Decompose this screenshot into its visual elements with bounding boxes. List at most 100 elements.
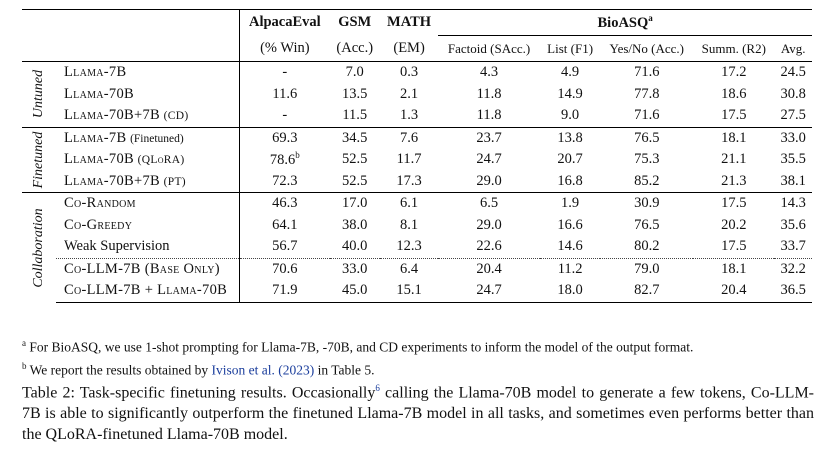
cell-factoid: 11.8 (476, 107, 502, 124)
model-name: Co-LLM-7B + Llama-70B (56, 280, 240, 303)
cell-summ: 21.1 (721, 151, 747, 168)
cell-avg: 32.2 (774, 257, 812, 280)
cell-gsm: 45.0 (329, 280, 380, 303)
model-name: Llama-70B (QLoRA) (56, 149, 240, 171)
cell-alpaca: 46.3 (239, 192, 330, 215)
cell-yesno: 80.2 (634, 238, 660, 255)
citation-link[interactable]: Ivison et al. (2023) (211, 362, 315, 377)
cell-math: 6.1 (379, 192, 439, 215)
cell-gsm: 17.0 (329, 192, 380, 215)
cell-yesno: 76.5 (600, 126, 694, 149)
cell-yesno: 71.6 (634, 107, 660, 124)
footnote-b: b We report the results obtained by Ivis… (22, 360, 375, 378)
metric-factoid: Factoid (SAcc.) (438, 35, 540, 62)
cell-gsm: 13.5 (342, 85, 368, 102)
cell-yesno: 71.6 (600, 61, 694, 84)
cell-avg: 30.8 (780, 85, 806, 102)
cell-summ: 17.2 (693, 61, 775, 84)
cell-avg: 35.5 (780, 151, 806, 168)
model-name: Co-LLM-7B (Base Only) (56, 257, 240, 280)
model-name: Co-Greedy (56, 214, 240, 236)
table-row: Llama-70B+7B (PT) 72.3 52.5 17.3 29.0 16… (22, 170, 812, 193)
cell-gsm: 33.0 (329, 257, 380, 280)
cell-avg: 27.5 (780, 107, 806, 124)
cell-gsm: 52.5 (342, 172, 368, 189)
table-row: Co-LLM-7B + Llama-70B 71.9 45.0 15.1 24.… (22, 280, 812, 303)
cell-math: 8.1 (400, 216, 419, 233)
metric-avg: Avg. (774, 35, 812, 62)
cell-math: 15.1 (379, 280, 439, 303)
cell-alpaca: 11.6 (272, 85, 298, 102)
cell-factoid: 29.0 (476, 172, 502, 189)
model-name: Llama-7B (Finetuned) (56, 126, 240, 149)
cell-alpaca: 72.3 (272, 172, 298, 189)
model-name: Llama-70B+7B (PT) (56, 170, 240, 193)
cell-math: 7.6 (379, 126, 439, 149)
section-label-untuned: Untuned (22, 61, 56, 127)
metric-gsm: (Acc.) (336, 39, 374, 56)
cell-list: 13.8 (539, 126, 601, 149)
cell-summ: 17.5 (721, 238, 747, 255)
cell-list: 1.9 (539, 192, 601, 215)
cell-summ: 20.2 (721, 216, 747, 233)
cell-list: 18.0 (539, 280, 601, 303)
cell-alpaca: 70.6 (239, 257, 330, 280)
footnote-a: a For BioASQ, we use 1-shot prompting fo… (22, 338, 694, 355)
header-row-datasets: AlpacaEval GSM MATH BioASQa (22, 9, 812, 36)
cell-math: 1.3 (400, 107, 419, 124)
cell-summ: 21.3 (721, 172, 747, 189)
cell-alpaca: 56.7 (272, 238, 298, 255)
cell-math: 0.3 (379, 61, 439, 84)
cell-summ: 20.4 (693, 280, 775, 303)
cell-list: 20.7 (557, 151, 583, 168)
table-row: Weak Supervision 56.7 40.0 12.3 22.6 14.… (22, 236, 812, 258)
metric-alpaca: (% Win) (260, 39, 310, 56)
cell-list: 4.9 (539, 61, 601, 84)
header-spacer (22, 10, 56, 36)
cell-gsm: 34.5 (329, 126, 380, 149)
cell-yesno: 79.0 (600, 257, 694, 280)
footnote-ref-6[interactable]: 6 (375, 383, 380, 393)
cell-factoid: 4.3 (438, 61, 540, 84)
metric-math: (EM) (393, 39, 425, 56)
cell-summ: 17.5 (721, 107, 747, 124)
cell-summ: 17.5 (693, 192, 775, 215)
table-row: Llama-70B 11.6 13.5 2.1 11.8 14.9 77.8 1… (22, 83, 812, 105)
table-row: Finetuned Llama-7B (Finetuned) 69.3 34.5… (22, 126, 812, 193)
cell-factoid: 20.4 (438, 257, 540, 280)
cell-avg: 33.0 (774, 126, 812, 149)
section-label-collaboration: Collaboration (22, 192, 56, 302)
cell-yesno: 77.8 (634, 85, 660, 102)
cell-yesno: 85.2 (634, 172, 660, 189)
footnotes: a For BioASQ, we use 1-shot prompting fo… (22, 334, 693, 379)
header-model-spacer (56, 9, 240, 36)
cell-avg: 38.1 (780, 172, 806, 189)
cell-avg: 24.5 (774, 61, 812, 84)
cell-yesno: 30.9 (600, 192, 694, 215)
cell-summ: 18.1 (693, 126, 775, 149)
cell-gsm: 38.0 (342, 216, 368, 233)
cell-avg: 35.6 (780, 216, 806, 233)
model-name: Co-Random (56, 192, 240, 215)
table-row: Co-LLM-7B (Base Only) 70.6 33.0 6.4 20.4… (22, 257, 812, 280)
model-name: Llama-7B (56, 61, 240, 84)
model-name: Llama-70B+7B (CD) (56, 105, 240, 127)
cell-summ: 18.1 (693, 257, 775, 280)
table-row: Collaboration Co-Random 46.3 17.0 6.1 6.… (22, 192, 812, 302)
cell-avg: 36.5 (774, 280, 812, 303)
cell-alpaca: - (282, 107, 288, 124)
header-gsm: GSM (338, 14, 372, 31)
table-row: Llama-70B (QLoRA) 78.6b 52.5 11.7 24.7 2… (22, 149, 812, 171)
cell-yesno: 75.3 (634, 151, 660, 168)
cell-math: 2.1 (400, 85, 419, 102)
cell-factoid: 24.7 (476, 151, 502, 168)
cell-list: 11.2 (539, 257, 601, 280)
cell-gsm: 52.5 (342, 151, 368, 168)
cell-factoid: 24.7 (438, 280, 540, 303)
cell-factoid: 6.5 (438, 192, 540, 215)
cell-yesno: 76.5 (634, 216, 660, 233)
table-row: Co-Greedy 64.1 38.0 8.1 29.0 16.6 76.5 2… (22, 214, 812, 236)
header-alpaca: AlpacaEval (248, 14, 321, 31)
cell-list: 16.6 (557, 216, 583, 233)
cell-factoid: 11.8 (476, 85, 502, 102)
